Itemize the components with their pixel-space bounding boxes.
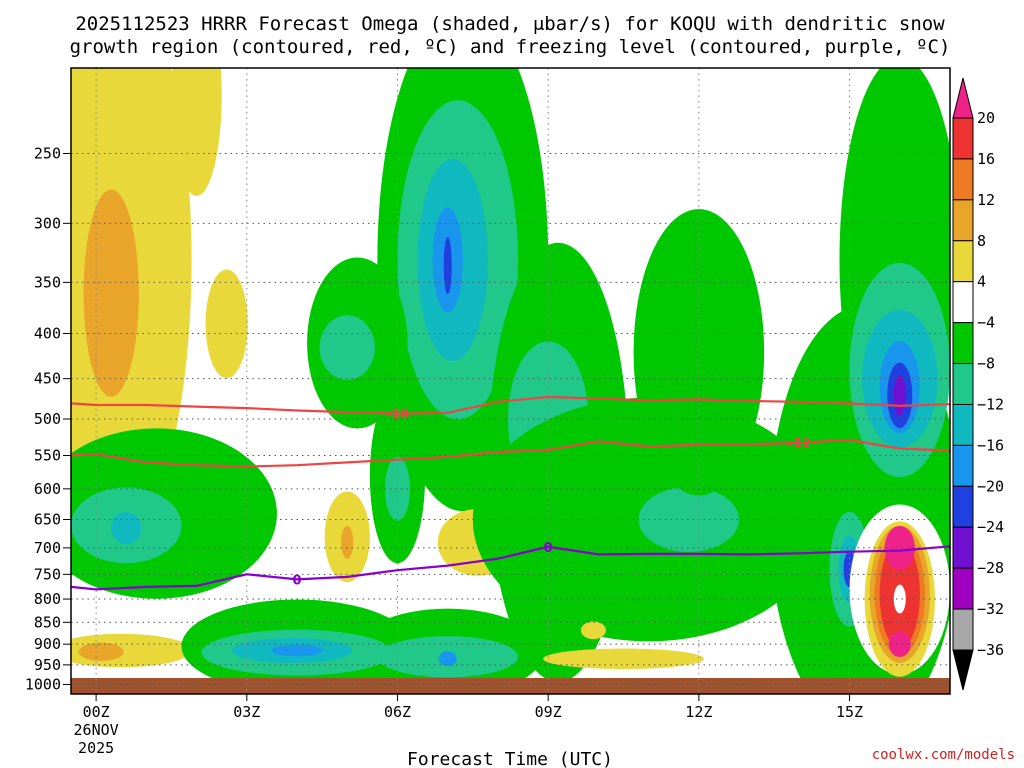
omega-blob [341,525,354,560]
omega-shading-layer [71,68,950,694]
omega-blob [205,269,248,379]
colorbar-label: −28 [977,559,1004,577]
chart-title-line2: growth region (contoured, red, ºC) and f… [70,36,951,58]
omega-blob [271,644,323,657]
colorbar-label: 12 [977,191,995,209]
omega-blob [83,189,139,397]
colorbar-label: 16 [977,150,995,168]
colorbar-band [952,567,974,610]
colorbar-band [952,485,974,528]
grid-layer [71,68,950,694]
contour-label: 0 [544,541,553,556]
colorbar-top-arrow [952,77,974,119]
y-tick-label: 950 [34,656,61,674]
y-tick-label: 600 [34,480,61,498]
colorbar-band [952,608,974,651]
colorbar-band [952,526,974,569]
omega-blob [438,651,457,667]
omega-blob [319,315,375,381]
y-tick-label: 300 [34,214,61,232]
y-tick-label: 500 [34,410,61,428]
omega-blob [78,642,124,661]
colorbar-label: −8 [977,355,995,373]
colorbar-label: −36 [977,641,1004,659]
omega-blob [580,621,606,640]
omega-blob [893,584,906,614]
y-tick-label: 700 [34,539,61,557]
y-tick-label: 400 [34,325,61,343]
omega-blob [888,631,911,657]
x-tick-label: 06Z [384,703,411,721]
y-tick-label: 350 [34,273,61,291]
x-tick-year: 2025 [78,739,114,757]
colorbar-label: −24 [977,518,1004,536]
omega-blob [171,68,222,196]
y-axis: 250 300 350 400 450 500 550 600 650 700 750 800 850 9… [25,144,71,694]
contour-label: 0 [293,573,302,588]
colorbar-label: −20 [977,477,1004,495]
colorbar-band [952,158,974,201]
colorbar-label: −12 [977,395,1004,413]
x-axis-title: Forecast Time (UTC) [407,749,613,768]
omega-blob [633,209,765,496]
colorbar-band [952,363,974,405]
y-tick-label: 650 [34,511,61,529]
contour-dgz_-12C [71,438,950,468]
colorbar-band [952,199,974,242]
contour-dgz_-18C [71,395,950,415]
colorbar-band [952,403,974,446]
y-tick-label: 750 [34,565,61,583]
omega-blob [543,648,704,670]
contour-label: -18 [386,408,410,423]
omega-blob [111,512,142,545]
y-tick-label: 850 [34,613,61,631]
colorbar-label: −16 [977,436,1004,454]
x-tick-label: 00Z [83,703,110,721]
omega-blob [884,525,915,570]
omega-blob [384,456,411,521]
omega-blob [443,236,452,295]
contour-layer [71,395,950,591]
contour-label-layer: -18 -12 0 0 [293,408,812,589]
omega-blob [638,487,740,553]
colorbar-band [952,444,974,487]
colorbar-band [952,240,974,283]
colorbar-bottom-arrow [952,649,974,691]
contour-freezing_0C [71,545,950,591]
y-tick-label: 800 [34,590,61,608]
colorbar-band [952,322,974,365]
contour-label: -12 [788,437,812,452]
colorbar-label: 8 [977,232,986,250]
colorbar-band [952,117,974,160]
x-tick-date: 26NOV [74,721,119,739]
ground-surface-bar [71,678,950,694]
x-tick-label: 15Z [836,703,863,721]
chart-title-line1: 2025112523 HRRR Forecast Omega (shaded, … [75,13,945,35]
colorbar-label: −32 [977,600,1004,618]
colorbar-label: 20 [977,109,995,127]
x-tick-label: 12Z [685,703,712,721]
x-tick-label: 09Z [535,703,562,721]
y-tick-label: 900 [34,635,61,653]
y-tick-label: 450 [34,370,61,388]
plot-frame [70,67,951,695]
colorbar-label: 4 [977,273,986,291]
colorbar-label: −4 [977,314,995,332]
colorbar: 20 16 12 8 4 −4 −8 −12 −16 −20 −24 −28 −32 −36 [952,77,1004,691]
credit-link[interactable]: coolwx.com/models [872,747,1015,763]
colorbar-band [952,281,974,324]
y-tick-label: 250 [34,144,61,162]
omega-blob [893,374,906,416]
y-tick-label: 550 [34,447,61,465]
y-tick-label: 1000 [25,676,61,694]
x-tick-label: 03Z [233,703,260,721]
